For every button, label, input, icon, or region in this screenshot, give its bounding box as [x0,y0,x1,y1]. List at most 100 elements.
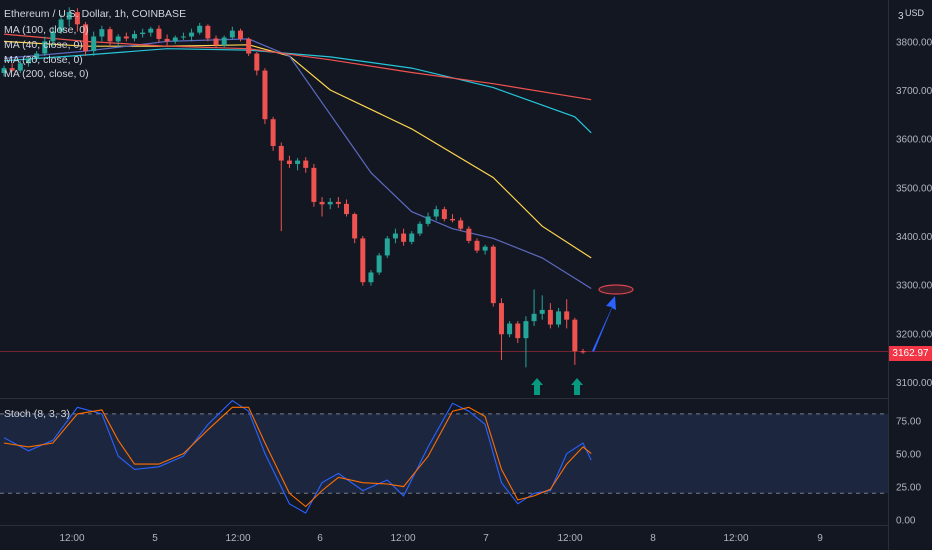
ma-100-label[interactable]: MA (100, close, 0) [4,24,89,36]
candle-body [278,145,284,161]
candle-body [107,29,113,42]
ma-line-200 [3,33,592,101]
candle-body [401,233,407,242]
time-tick-label: 6 [317,533,323,544]
time-tick-label: 8 [650,533,656,544]
price-axis: 3800.00 3700.00 3600.00 3500.00 3400.00 3300.… [896,37,932,526]
stoch-tick-label: 0.00 [896,516,916,527]
candle-body [58,19,64,32]
candle-body [197,25,203,33]
candle-body [254,53,260,71]
candle-body [66,12,72,20]
candle-body [344,203,349,215]
candle-body [25,58,31,64]
candle-body [539,309,545,314]
candle-body [392,233,398,239]
candle-body [286,160,292,164]
buy-arrow-icon [571,378,583,395]
candle-body [50,31,56,42]
candle-body [441,209,447,219]
candle-body [42,41,48,54]
candle-body [335,201,341,204]
candle-body [99,29,105,37]
candle-body [221,37,227,46]
currency-label[interactable]: USD [905,8,925,18]
ma-line-40 [3,40,592,259]
time-tick-label: 12:00 [59,533,84,544]
candle-body [417,223,423,234]
candle-body [360,238,366,283]
candle-body [450,218,456,221]
candle-body [498,303,504,335]
candle-body [482,246,488,251]
candle-body [433,209,439,217]
candle-body [123,36,129,39]
candle-body [34,53,40,59]
stoch-title[interactable]: Stoch (8, 3, 3) [4,408,70,420]
ma-40-label[interactable]: MA (40, close, 0) [4,39,83,51]
time-axis: 12:00 5 12:00 6 12:00 7 12:00 8 12:00 9 [59,533,823,544]
price-tick-label: 3100.00 [896,378,932,389]
candle-body [368,272,374,283]
stoch-pane [0,399,888,514]
candle-body [74,12,80,25]
ma-line-20 [3,38,592,290]
price-tick-label: 3300.00 [896,281,932,292]
candle-body [531,313,537,322]
stoch-line-pct-D [3,406,592,508]
corner-digit: 3 [898,11,904,22]
time-tick-label: 7 [483,533,489,544]
candle-body [238,30,243,39]
candle-body [352,214,358,239]
candle-body [140,32,146,35]
candle-body [246,38,252,54]
candle-body [376,255,382,273]
stoch-line-pct-K [3,399,592,514]
candle-body [425,216,431,224]
buy-arrow-icon [531,378,543,395]
symbol-title: Ethereum / U.S. Dollar, 1h, COINBASE [4,8,187,20]
candle-body [164,38,170,42]
price-tick-label: 3400.00 [896,232,932,243]
moving-averages [3,33,592,290]
candle-body [564,311,570,320]
candle-body [384,238,390,256]
candle-body [474,240,480,251]
time-tick-label: 5 [152,533,158,544]
candle-body [1,68,7,73]
price-tick-label: 3700.00 [896,86,932,97]
candle-body [523,321,529,339]
time-tick-label: 9 [817,533,823,544]
candle-body [319,201,325,205]
target-ellipse [598,284,634,295]
candle-body [295,160,301,164]
candle-body [180,36,186,38]
candle-body [556,311,562,325]
candle-body [148,28,154,33]
candle-body [262,70,268,120]
candle-body [131,34,137,39]
candle-body [311,167,317,202]
candle-body [17,63,23,71]
candle-body [205,25,211,39]
stoch-tick-label: 75.00 [896,416,921,427]
price-tick-label: 3200.00 [896,329,932,340]
candle-body [83,24,89,52]
candle-body [115,36,121,42]
price-tick-label: 3800.00 [896,37,932,48]
candle-body [547,309,553,325]
candle-body [270,119,276,146]
time-tick-label: 12:00 [390,533,415,544]
candle-body [572,319,578,352]
candle-body [91,36,97,52]
price-tick-label: 3500.00 [896,183,932,194]
candle-body [466,228,472,241]
ma-200-label[interactable]: MA (200, close, 0) [4,68,89,80]
candle-body [458,220,464,229]
stoch-tick-label: 25.00 [896,483,921,494]
projection-arrow-icon [592,296,616,352]
candle-body [490,246,496,304]
ma-20-label[interactable]: MA (20, close, 0) [4,54,83,66]
candle-body [9,68,15,71]
